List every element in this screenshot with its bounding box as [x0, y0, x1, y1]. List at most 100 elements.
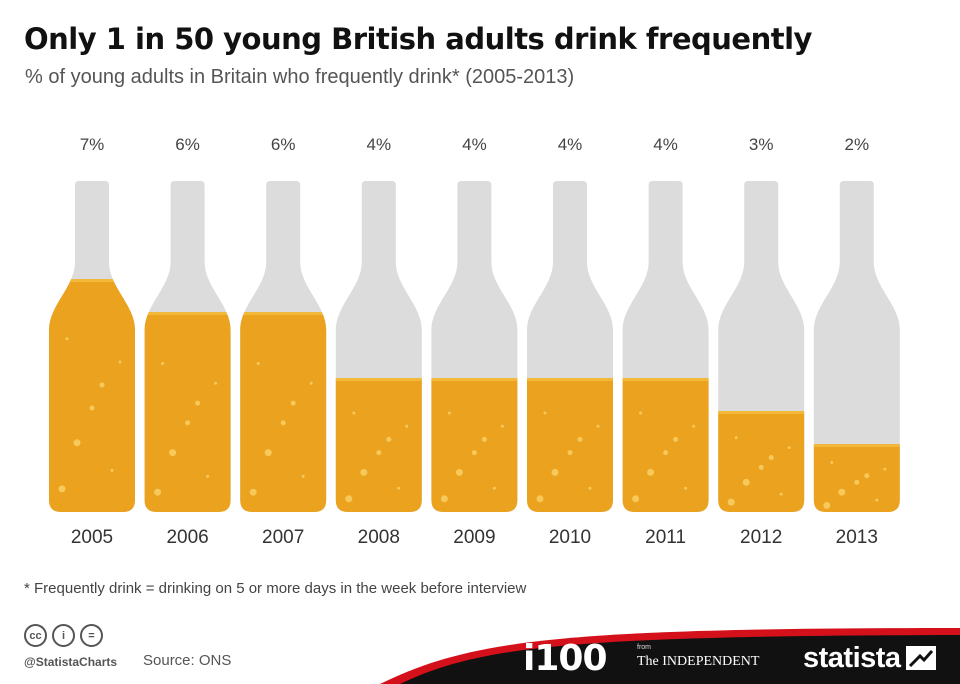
bottle-fill-2006	[144, 312, 231, 512]
category-label-2007: 2007	[262, 527, 304, 548]
beer-level-bar	[718, 413, 805, 512]
category-label-2005: 2005	[71, 527, 113, 548]
beer-foam	[335, 378, 422, 381]
category-label-2013: 2013	[836, 527, 878, 548]
bubble	[376, 450, 382, 456]
bottle-fill-2013	[813, 444, 900, 512]
bubble	[360, 468, 368, 476]
bubble	[647, 468, 655, 476]
bottle-2007	[240, 181, 327, 512]
beer-foam	[718, 411, 805, 414]
bubble	[206, 474, 210, 478]
bubble	[89, 405, 95, 411]
footer: cc i = @StatistaCharts Source: ONS i100 …	[0, 610, 960, 684]
bubble	[864, 473, 870, 479]
source-label: Source: ONS	[143, 652, 232, 669]
bubble	[214, 381, 218, 385]
bubble	[345, 495, 353, 503]
bottle-fill-2007	[240, 312, 327, 512]
bottle-fill-2011	[622, 378, 709, 512]
beer-level-bar	[144, 314, 231, 512]
bubble	[684, 486, 688, 490]
bubble	[280, 420, 286, 426]
bubble	[352, 411, 356, 415]
bubble	[500, 424, 504, 428]
bubble	[551, 468, 559, 476]
category-label-2006: 2006	[166, 527, 208, 548]
beer-level-bar	[527, 380, 613, 512]
statista-logo-icon	[906, 646, 936, 670]
bubble	[65, 337, 69, 341]
bottle-2006	[144, 181, 231, 512]
value-label-2006: 6%	[175, 135, 200, 154]
value-label-2009: 4%	[462, 135, 487, 154]
bottle-2009	[431, 181, 518, 512]
bottle-fill-2009	[431, 378, 518, 512]
bottle-fill-2008	[335, 378, 422, 512]
bubble	[195, 400, 201, 406]
bubble	[543, 411, 547, 415]
bubble	[481, 436, 487, 442]
bubble	[309, 381, 313, 385]
bottle-2013	[813, 181, 900, 512]
bubble	[161, 362, 165, 365]
bubble	[768, 455, 774, 461]
cc-icon: cc	[24, 624, 47, 647]
attribution-icon: i	[52, 624, 75, 647]
bubble	[830, 461, 834, 464]
bottle-glass	[813, 181, 900, 512]
category-label-2011: 2011	[645, 527, 686, 548]
bubble	[787, 446, 791, 450]
beer-level-bar	[240, 314, 327, 512]
bubble	[301, 474, 305, 478]
license-icons: cc i =	[24, 624, 103, 647]
beer-foam	[144, 312, 231, 315]
bubble	[639, 411, 643, 415]
beer-level-bar	[49, 281, 135, 512]
bubble	[742, 478, 750, 486]
category-label-2009: 2009	[453, 527, 495, 548]
chart-subtitle: % of young adults in Britain who frequen…	[25, 66, 575, 88]
beer-level-bar	[431, 380, 518, 512]
beer-level-bar	[335, 380, 422, 512]
no-derivatives-icon: =	[80, 624, 103, 647]
bubble	[455, 468, 463, 476]
bubble	[632, 495, 640, 503]
beer-foam	[813, 444, 900, 447]
bubble	[290, 400, 296, 406]
beer-foam	[622, 378, 709, 381]
bubble	[249, 488, 257, 496]
bubble	[154, 488, 162, 496]
value-label-2010: 4%	[558, 135, 583, 154]
bubble	[405, 424, 409, 428]
beer-foam	[49, 279, 135, 282]
bubble	[673, 436, 679, 442]
bubble	[185, 420, 191, 426]
bubble	[118, 360, 122, 364]
category-label-2008: 2008	[358, 527, 400, 548]
footnote: * Frequently drink = drinking on 5 or mo…	[24, 580, 527, 597]
beer-level-bar	[813, 446, 900, 512]
bubble	[883, 467, 887, 471]
beer-level-bar	[622, 380, 709, 512]
bubble	[386, 436, 392, 442]
bubble	[838, 488, 846, 496]
beer-foam	[527, 378, 613, 381]
beer-foam	[431, 378, 518, 381]
bubble	[169, 449, 177, 457]
value-label-2012: 3%	[749, 135, 774, 154]
bubble	[758, 464, 764, 470]
chart-title: Only 1 in 50 young British adults drink …	[24, 22, 812, 56]
bubble	[99, 382, 105, 388]
bubble	[447, 411, 451, 415]
statista-handle: @StatistaCharts	[24, 655, 118, 669]
bubble	[823, 501, 831, 509]
category-label-2012: 2012	[740, 527, 782, 548]
bubble	[734, 436, 738, 440]
bottle-2010	[527, 181, 613, 512]
bubble	[110, 468, 114, 472]
bubble	[567, 450, 573, 456]
bubble	[854, 479, 860, 485]
bubble	[663, 450, 669, 456]
bubble	[536, 495, 544, 503]
